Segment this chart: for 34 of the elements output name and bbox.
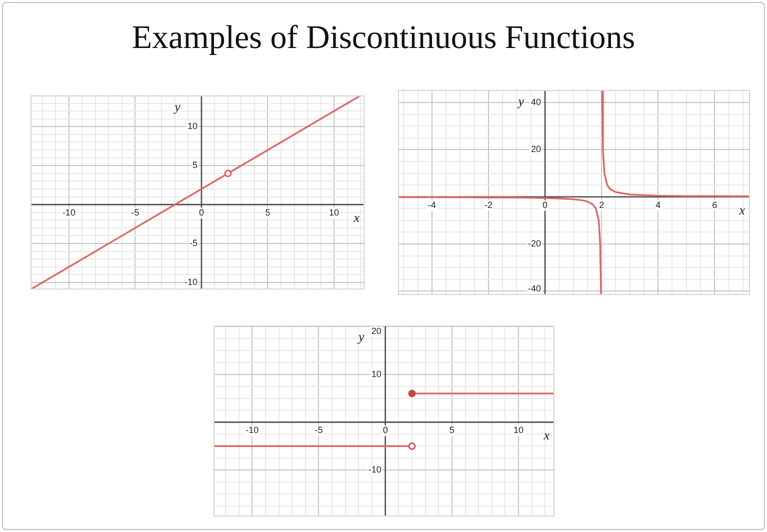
x-axis-title: x	[738, 202, 746, 218]
y-tick-label: 20	[371, 326, 382, 336]
x-tick-label: 6	[712, 200, 718, 210]
x-tick-label: -2	[484, 200, 492, 210]
y-axis-title: y	[356, 328, 365, 344]
x-tick-label: 2	[599, 200, 604, 210]
y-tick-label: -40	[528, 283, 542, 294]
x-tick-label: 0	[382, 425, 388, 436]
x-tick-label: 10	[514, 425, 524, 436]
y-tick-label: -20	[528, 238, 542, 249]
y-tick-label: -10	[184, 276, 198, 287]
x-tick-label: 4	[656, 200, 661, 210]
x-tick-label: -5	[131, 208, 140, 218]
x-tick-label: -5	[314, 425, 323, 436]
x-axis-title: x	[542, 428, 550, 443]
x-tick-label: 0	[542, 200, 548, 210]
y-tick-label: 10	[371, 368, 382, 379]
x-tick-label: 0	[198, 208, 204, 218]
y-tick-label: 10	[187, 121, 198, 132]
x-axis-title: x	[352, 210, 360, 225]
x-tick-label: 5	[265, 208, 270, 218]
y-axis-title: y	[172, 98, 181, 114]
y-tick-label: 20	[531, 144, 542, 154]
x-tick-label: 5	[449, 425, 454, 436]
y-axis-title: y	[516, 93, 524, 108]
x-tick-label: 10	[329, 208, 340, 218]
x-tick-label: -10	[62, 208, 76, 218]
y-tick-label: 40	[531, 96, 542, 107]
x-tick-label: -10	[246, 425, 259, 436]
y-tick-label: -5	[189, 238, 198, 248]
chart-title: Examples of Discontinuous Functions	[130, 19, 636, 58]
x-tick-label: -4	[428, 200, 436, 210]
y-tick-label: 5	[192, 160, 198, 170]
y-tick-label: -10	[368, 464, 382, 475]
